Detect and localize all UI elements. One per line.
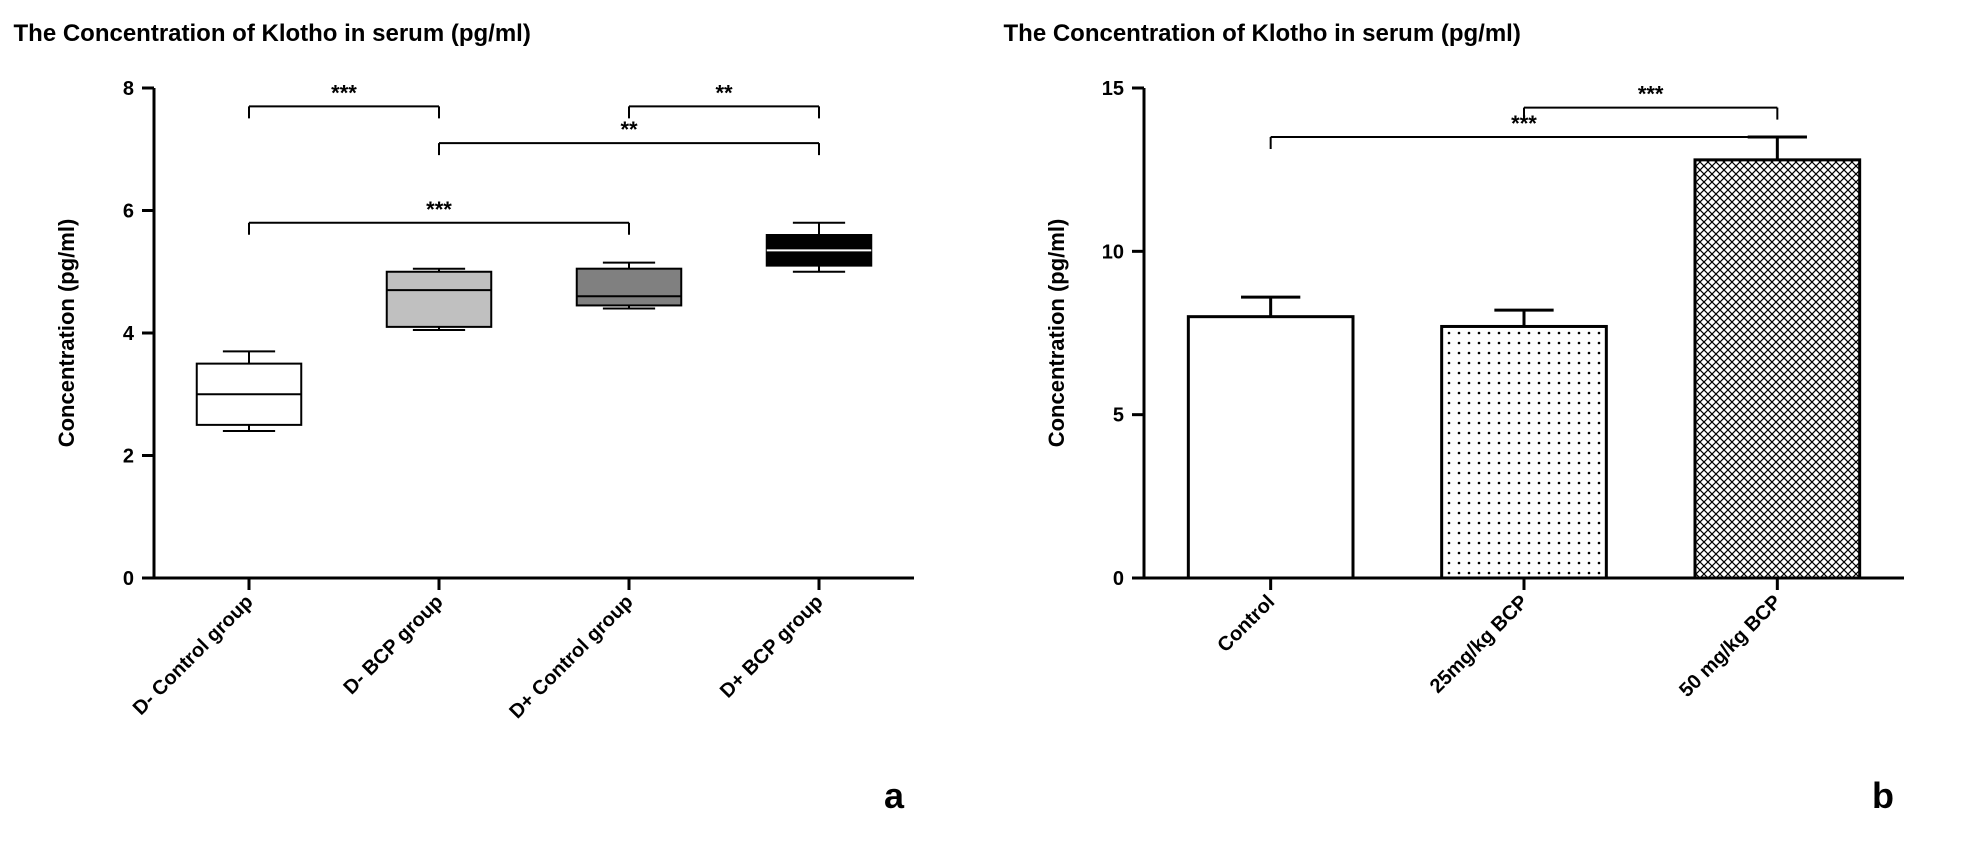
svg-text:***: *** [1511,111,1537,136]
svg-text:0: 0 [1112,568,1123,590]
svg-text:D- Control group: D- Control group [128,591,257,720]
panel-a-chart: 0 2 4 6 8 Concentration (pg/ml) D- Control gro… [14,58,964,838]
svg-text:50 mg/kg BCP: 50 mg/kg BCP [1675,591,1786,702]
panel-b-title: The Concentration of Klotho in serum (pg… [1004,20,1954,48]
svg-text:***: *** [331,80,357,105]
svg-text:Concentration (pg/ml): Concentration (pg/ml) [54,219,79,448]
svg-text:Control: Control [1213,591,1279,657]
svg-text:D+ BCP group: D+ BCP group [715,591,827,703]
svg-text:10: 10 [1101,241,1123,263]
svg-text:5: 5 [1112,405,1123,427]
svg-text:D- BCP group: D- BCP group [339,591,447,699]
panel-b: The Concentration of Klotho in serum (pg… [1004,20,1954,843]
svg-text:**: ** [715,80,733,105]
svg-text:***: *** [1637,82,1663,107]
svg-text:a: a [883,775,904,816]
svg-text:D+ Control group: D+ Control group [505,591,637,723]
figure-container: The Concentration of Klotho in serum (pg… [14,20,1954,843]
panel-b-chart: 0 5 10 15 Concentration (pg/ml) Control 25mg/k… [1004,58,1954,838]
svg-text:15: 15 [1101,78,1123,100]
svg-text:Concentration (pg/ml): Concentration (pg/ml) [1044,219,1069,448]
panel-a: The Concentration of Klotho in serum (pg… [14,20,964,843]
panel-a-title: The Concentration of Klotho in serum (pg… [14,20,964,48]
svg-text:8: 8 [122,78,133,100]
svg-text:6: 6 [122,201,133,223]
svg-text:4: 4 [122,323,134,345]
svg-text:***: *** [426,197,452,222]
svg-text:**: ** [620,117,638,142]
svg-text:25mg/kg BCP: 25mg/kg BCP [1425,591,1532,698]
svg-text:b: b [1872,775,1894,816]
svg-text:0: 0 [122,568,133,590]
svg-text:2: 2 [122,446,133,468]
